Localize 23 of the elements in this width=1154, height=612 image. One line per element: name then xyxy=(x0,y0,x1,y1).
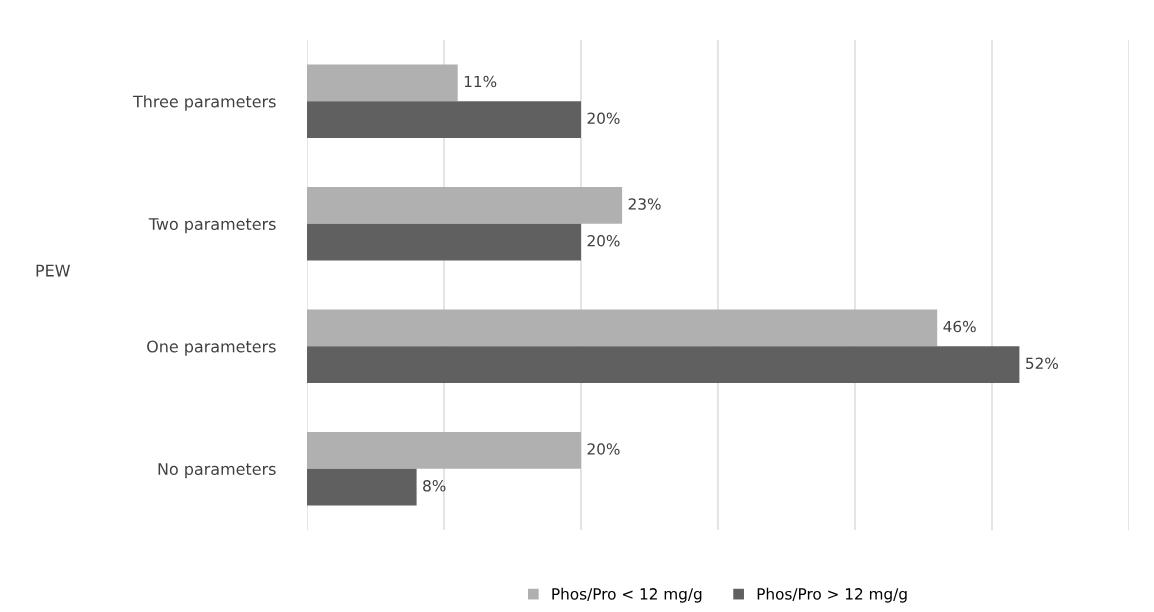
data-label: 20% xyxy=(587,112,620,125)
legend-label: Phos/Pro < 12 mg/g xyxy=(552,587,702,603)
data-label: 52% xyxy=(1026,357,1058,370)
y-tick-label: Two parameters xyxy=(148,218,276,234)
y-tick-label: Three parameters xyxy=(132,95,276,111)
y-tick-label: One parameters xyxy=(147,340,276,356)
data-label: 23% xyxy=(628,198,661,210)
data-label: 46% xyxy=(943,320,976,333)
bar xyxy=(307,346,1020,383)
bar xyxy=(307,101,581,138)
data-label: 20% xyxy=(587,235,620,247)
bar xyxy=(307,309,938,347)
legend-label: Phos/Pro > 12 mg/g xyxy=(757,587,907,603)
bar xyxy=(307,468,417,506)
bar xyxy=(307,64,458,102)
data-label: 11% xyxy=(464,75,497,88)
y-tick-label: No parameters xyxy=(158,463,276,479)
data-label: 20% xyxy=(587,443,620,455)
data-label: 8% xyxy=(423,480,446,492)
y-axis-title: PEW xyxy=(36,264,70,277)
bar xyxy=(307,223,581,261)
bar xyxy=(307,187,623,224)
bar xyxy=(307,432,581,469)
